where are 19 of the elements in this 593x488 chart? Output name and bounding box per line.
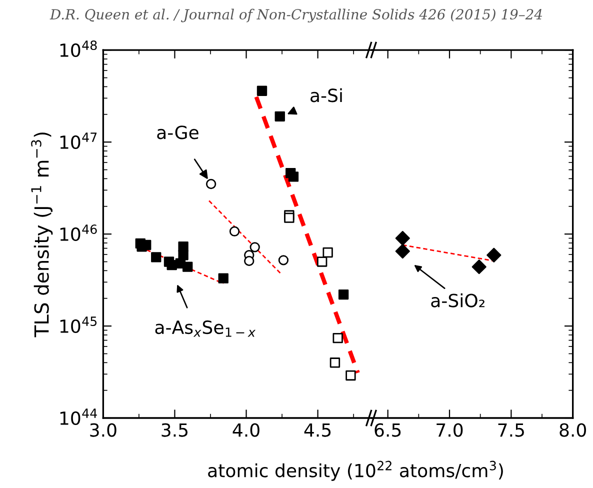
y-tick-label: 10$^{47}$	[60, 132, 97, 150]
x-tick-label: 8.0	[560, 423, 586, 437]
x-tick-label: 4.5	[304, 423, 331, 437]
annotation: a-Si	[310, 88, 342, 102]
x-tick-label: 7.5	[498, 423, 524, 437]
annotation: a-As$_{x}$Se$_{1−x}$	[155, 320, 256, 337]
annotation: a-SiO₂	[431, 293, 484, 308]
y-tick-label: 10$^{45}$	[60, 316, 97, 334]
x-axis-title: atomic density (10$^{22}$ atoms/cm$^{3}$)	[208, 460, 503, 481]
x-tick-label: 7.0	[436, 423, 463, 437]
x-tick-label: 4.0	[232, 423, 260, 437]
y-axis-title: TLS density (J$^{−1}$ m$^{−3}$)	[31, 132, 53, 338]
annotation: a-Ge	[157, 126, 198, 140]
x-tick-label: 3.5	[162, 423, 188, 437]
text: D.R. Queen et al. / Journal of Non-Crystalline Solids 426 (2015) 19–24	[50, 8, 542, 22]
x-tick-label: 3.0	[90, 423, 116, 437]
x-tick-label: 6.5	[374, 423, 401, 437]
y-tick-label: 10$^{46}$	[60, 224, 97, 242]
y-tick-label: 10$^{48}$	[60, 40, 97, 58]
